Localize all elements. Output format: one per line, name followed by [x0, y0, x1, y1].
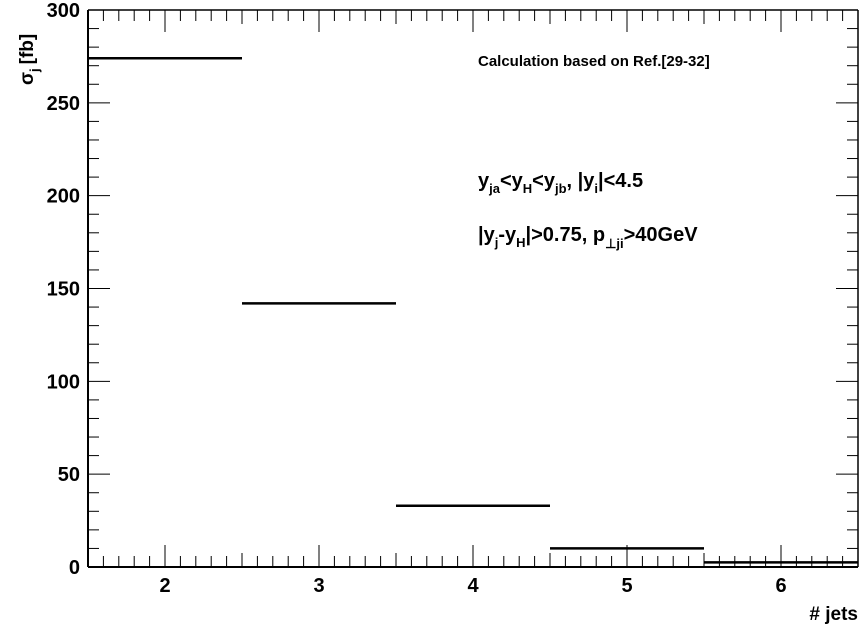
y-tick-label: 200 — [47, 186, 80, 208]
y-tick-label: 300 — [47, 0, 80, 22]
y-tick-label: 50 — [58, 464, 80, 486]
y-tick-label: 100 — [47, 371, 80, 393]
x-tick-label: 2 — [159, 575, 170, 597]
y-tick-label: 150 — [47, 279, 80, 301]
plot-frame — [88, 9, 859, 567]
y-axis-title: σj[fb] — [17, 34, 42, 85]
cut-annotation-line2: |yj-yH|>0.75, p⊥ji>40GeV — [478, 224, 698, 251]
x-tick-label: 5 — [621, 575, 632, 597]
x-tick-label: 4 — [467, 575, 479, 597]
cut-annotation-line1: yja<yH<yjb, |yi|<4.5 — [478, 170, 643, 196]
y-tick-label: 0 — [69, 557, 80, 579]
y-tick-label: 250 — [47, 93, 80, 115]
x-ticks: 2 3 4 5 6 — [87, 10, 859, 597]
histogram-bins — [88, 57, 858, 564]
y-ticks: 0 50 100 150 200 250 300 — [47, 0, 858, 579]
reference-annotation: Calculation based on Ref.[29-32] — [478, 53, 710, 70]
x-tick-label: 3 — [313, 575, 324, 597]
x-axis-title: # jets — [809, 604, 858, 625]
x-tick-label: 6 — [775, 575, 786, 597]
